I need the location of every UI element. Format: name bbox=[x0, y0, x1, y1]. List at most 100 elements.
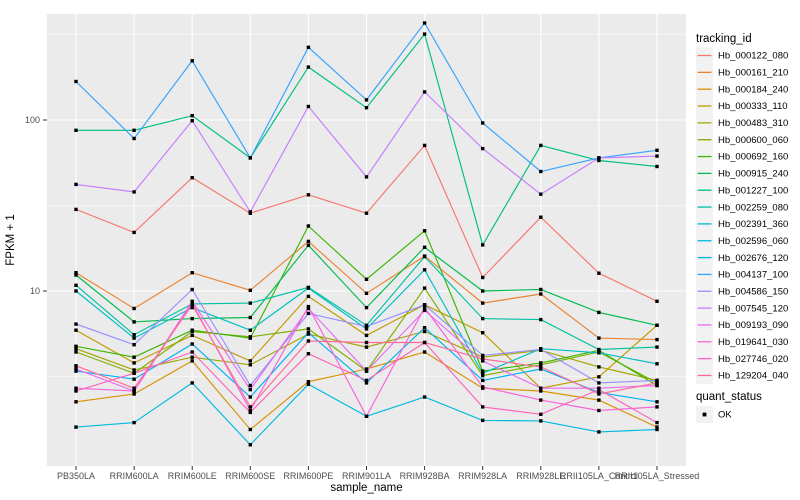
data-point bbox=[481, 289, 485, 293]
data-point bbox=[132, 386, 136, 390]
data-point bbox=[422, 340, 427, 345]
data-point bbox=[364, 327, 369, 331]
data-point bbox=[132, 320, 136, 324]
data-point bbox=[539, 365, 543, 369]
data-point bbox=[364, 98, 369, 102]
data-point bbox=[655, 425, 659, 429]
data-point bbox=[422, 268, 427, 272]
data-point bbox=[306, 382, 311, 386]
data-point bbox=[481, 369, 485, 373]
data-point bbox=[539, 287, 543, 292]
data-point bbox=[364, 211, 369, 215]
data-point bbox=[306, 104, 311, 109]
data-point bbox=[655, 362, 659, 366]
y-tick-label: 10 bbox=[30, 286, 40, 296]
legend-label-Hb_000333_110: Hb_000333_110 bbox=[718, 101, 788, 112]
data-point bbox=[190, 328, 194, 332]
data-point bbox=[481, 331, 485, 335]
data-point bbox=[422, 286, 427, 290]
x-tick-label: RRIM901LA bbox=[342, 471, 391, 481]
data-point bbox=[655, 405, 659, 409]
data-point bbox=[306, 380, 311, 384]
data-point bbox=[364, 106, 369, 110]
data-point bbox=[132, 420, 136, 425]
legend-label-Hb_001227_100: Hb_001227_100 bbox=[718, 185, 788, 196]
data-point bbox=[422, 326, 427, 330]
data-point bbox=[74, 322, 78, 326]
data-point bbox=[74, 289, 78, 293]
data-point bbox=[481, 418, 485, 423]
data-point bbox=[74, 425, 78, 429]
data-point bbox=[597, 156, 601, 160]
data-point bbox=[364, 345, 369, 349]
data-point bbox=[306, 331, 311, 335]
data-point bbox=[655, 400, 659, 404]
data-point bbox=[74, 271, 78, 275]
data-point bbox=[74, 283, 78, 287]
data-point bbox=[306, 193, 311, 197]
legend-label-Hb_000161_210: Hb_000161_210 bbox=[718, 68, 788, 79]
data-point bbox=[132, 306, 136, 311]
data-point bbox=[306, 243, 311, 247]
data-point bbox=[306, 306, 311, 311]
data-point bbox=[422, 303, 427, 307]
data-point bbox=[481, 385, 485, 389]
data-point bbox=[364, 340, 369, 345]
data-point bbox=[190, 381, 194, 385]
data-point bbox=[655, 154, 659, 158]
data-point bbox=[248, 315, 252, 320]
data-point bbox=[597, 408, 601, 413]
data-point bbox=[364, 414, 369, 418]
data-point bbox=[132, 190, 136, 194]
data-point bbox=[306, 339, 311, 343]
x-tick-label: RRIM600LE bbox=[168, 471, 217, 481]
legend-label-Hb_027746_020: Hb_027746_020 bbox=[718, 354, 788, 365]
data-point bbox=[248, 395, 252, 399]
data-point bbox=[190, 350, 194, 354]
data-point bbox=[597, 158, 601, 163]
data-point bbox=[481, 121, 485, 125]
data-point bbox=[655, 381, 659, 385]
data-point bbox=[481, 373, 485, 378]
data-point bbox=[539, 347, 543, 352]
legend-label-Hb_009193_090: Hb_009193_090 bbox=[718, 320, 788, 331]
data-point bbox=[539, 169, 543, 174]
legend-label-Hb_000915_240: Hb_000915_240 bbox=[718, 169, 788, 180]
data-point bbox=[190, 59, 194, 63]
x-axis-title: sample_name bbox=[330, 482, 402, 494]
data-point bbox=[132, 361, 136, 365]
data-point bbox=[190, 333, 194, 338]
data-point bbox=[132, 136, 136, 141]
legend-label-Hb_004586_150: Hb_004586_150 bbox=[718, 286, 788, 297]
data-point bbox=[132, 333, 136, 337]
data-point bbox=[190, 303, 194, 307]
data-point bbox=[364, 381, 369, 385]
data-point bbox=[74, 386, 78, 390]
x-tick-label: PB350LA bbox=[57, 471, 95, 481]
x-tick-label: RRIM928LA bbox=[458, 471, 507, 481]
data-point bbox=[422, 308, 427, 313]
data-point bbox=[539, 215, 543, 219]
legend-label-Hb_007545_120: Hb_007545_120 bbox=[718, 303, 788, 314]
data-point bbox=[190, 287, 194, 292]
data-point bbox=[364, 333, 369, 338]
x-tick-label: RRIM928BA bbox=[400, 471, 450, 481]
y-tick-label: 100 bbox=[25, 115, 40, 125]
data-point bbox=[74, 79, 78, 84]
data-point bbox=[364, 378, 369, 383]
data-point bbox=[248, 288, 252, 292]
data-point bbox=[481, 316, 485, 321]
data-point bbox=[306, 224, 311, 228]
data-point bbox=[597, 347, 601, 352]
legend-label-Hb_019641_030: Hb_019641_030 bbox=[718, 337, 788, 348]
data-point bbox=[422, 32, 427, 36]
data-point bbox=[190, 316, 194, 321]
data-point bbox=[132, 392, 136, 396]
data-point bbox=[248, 336, 252, 340]
data-point bbox=[539, 386, 543, 390]
data-point bbox=[190, 176, 194, 180]
data-point bbox=[190, 359, 194, 363]
data-point bbox=[190, 271, 194, 275]
legend-label-Hb_004137_100: Hb_004137_100 bbox=[718, 270, 788, 281]
data-point bbox=[364, 369, 369, 373]
